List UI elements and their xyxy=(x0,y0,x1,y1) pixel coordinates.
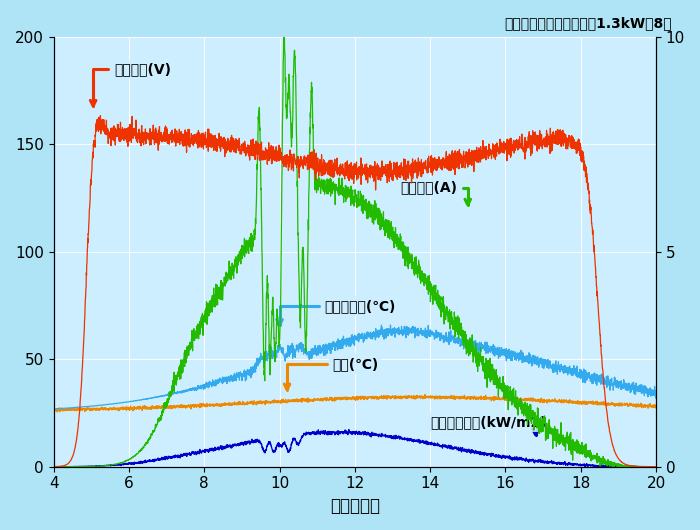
Text: 気温(℃): 気温(℃) xyxy=(284,357,379,390)
Text: パネル温度(℃): パネル温度(℃) xyxy=(276,299,396,325)
Text: 直流電流(A): 直流電流(A) xyxy=(400,181,470,205)
Text: 直流電圧(V): 直流電圧(V) xyxy=(90,63,171,106)
Text: 全天日射強度(kW/m2): 全天日射強度(kW/m2) xyxy=(430,415,547,435)
X-axis label: 時刻（時）: 時刻（時） xyxy=(330,497,380,515)
Text: 事例：システム定格出力1.3kW、8月: 事例：システム定格出力1.3kW、8月 xyxy=(505,16,672,30)
